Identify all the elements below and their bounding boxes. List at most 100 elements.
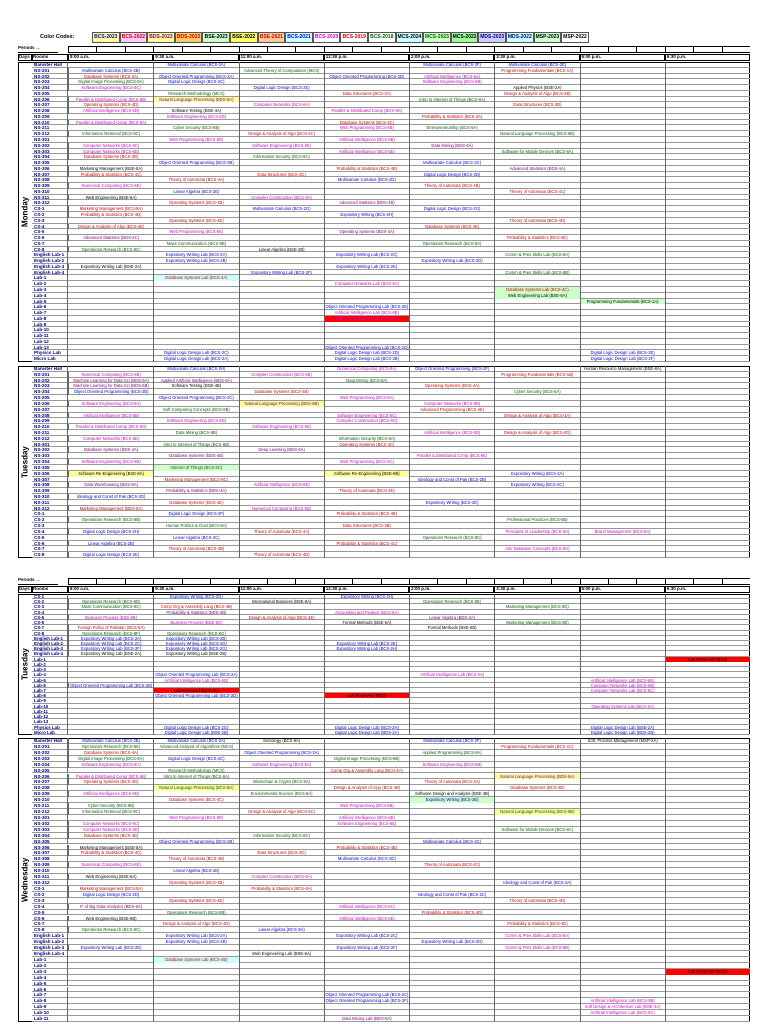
period-tick: [210, 578, 238, 585]
class-cell: Operations Research (BCS-8D): [68, 599, 153, 605]
room-row: [32, 641, 750, 647]
class-cell: Object Oriented Programming Lab (BCS-2E): [323, 304, 409, 311]
period-tick: [153, 578, 181, 585]
class-cell: Computer Networks (BCS-6B): [409, 400, 494, 407]
class-cell: Compiler Construction (BCS-6C): [323, 418, 409, 425]
room-row: [32, 904, 750, 910]
room-row: [32, 880, 750, 886]
room-name: Lab-3: [32, 968, 68, 975]
class-cell: Operations Research (BCS-8C): [409, 534, 494, 541]
class-cell: Database Systems (BCS-4C): [323, 119, 409, 126]
slot-divider: [664, 594, 666, 735]
class-cell: Theory of Automata (BCS-4C): [409, 862, 494, 869]
class-cell: Linear Algebra (BCS-2E): [153, 188, 238, 195]
class-cell: Object Oriented Programming (BCS-2F): [409, 366, 494, 372]
class-cell: Data Structures (BCS-3C): [238, 850, 324, 857]
class-cell: Software Testing (BSE-4B): [153, 383, 238, 390]
room-name: Lab-5: [32, 980, 68, 987]
room-name: NS-206: [32, 773, 68, 780]
room-name: English Lab-3: [32, 945, 68, 951]
class-cell: Artificial Intelligence (BCS-6C): [323, 903, 409, 910]
class-cell: P. of Big Data Analytics (BDS-6A): [68, 903, 153, 910]
room-name: CS-4: [32, 223, 68, 230]
period-tick: [693, 46, 721, 53]
slot-divider: [409, 594, 410, 735]
class-cell: Expository Writing (BCS-2B): [409, 797, 495, 804]
periods-label: Periods →: [18, 46, 58, 53]
class-cell: Object Oriented Programming Lab (BCS-2A): [153, 672, 238, 678]
class-cell: Digital Logic Design Lab (BDS-2A): [323, 729, 409, 735]
class-cell: Operations Research (BCS-8C): [68, 927, 153, 934]
room-name: NS-203: [32, 79, 68, 86]
class-cell: Natural Language Processing (BDS-6B): [238, 400, 324, 407]
class-cell: Theory of Automata (BCS-4D): [238, 552, 324, 558]
class-cell: Theory of Automata (BCS-4B): [153, 546, 238, 553]
room-name: Lab-3: [32, 667, 68, 673]
period-tick: [409, 46, 437, 53]
class-cell: Natural Language Processing (BCS-8B): [494, 131, 579, 137]
room-name: CS-8: [32, 927, 68, 934]
room-name: Micro Lab: [32, 729, 68, 735]
class-cell: Parallel & Distributed Comp (BCS-6A): [68, 119, 153, 126]
class-cell: Data Structures (BCS-3A): [323, 90, 409, 97]
period-tick: [153, 46, 181, 53]
room-name: NS-205: [32, 90, 68, 97]
room-name: CS-5: [32, 909, 68, 916]
class-cell: Information Security (BCS-8C): [238, 154, 324, 161]
room-row: [32, 791, 750, 798]
room-row: [32, 625, 750, 631]
room-name: CS-6: [32, 620, 68, 626]
class-cell: Expository Writing Lab (BCS-2E): [323, 263, 409, 270]
room-row: [32, 827, 750, 833]
room-name: Lab-6: [32, 682, 68, 688]
room-name: Physics Lab: [32, 350, 68, 357]
class-cell: Advanced Programming (BCS-4E): [409, 406, 494, 413]
class-cell: Comm & Pres Skills Lab (BCS-8A): [494, 933, 579, 940]
room-name: NS-307: [32, 171, 68, 178]
class-cell: Digital Logic Design Lab (BCS-2H): [323, 724, 409, 730]
class-cell: Software Design and Analysis (BSE-4B): [409, 791, 494, 798]
class-cell: Database Systems Lab (BCS-4A): [153, 275, 239, 282]
class-cell: Web Programming (BCS-6D): [153, 814, 238, 821]
room-name: NS-311: [32, 874, 68, 880]
class-cell: Multivariate Calculus (BCS-2G): [238, 206, 324, 212]
class-cell: Data Structures (BCS-3C): [238, 171, 324, 178]
class-cell: Artificial Intelligence Lab (BCS-6C): [323, 315, 409, 322]
room-name: CS-1: [32, 206, 68, 212]
room-row: [32, 998, 750, 1005]
class-cell: Mass Communication (BCS-8C): [68, 604, 153, 610]
class-cell: Database Systems (BCS-4B): [238, 389, 324, 396]
class-cell: Operating Systems (BDS-4A): [323, 229, 409, 236]
class-cell: Marketing Management (BCS-8A): [68, 885, 153, 892]
slot-divider: [238, 366, 239, 558]
color-code: BCS-2023: [92, 32, 120, 43]
room-row: [32, 383, 750, 390]
class-cell: Database Systems (BCS-4C): [153, 797, 238, 804]
room-row: [32, 939, 750, 946]
room-name: Banister Hall: [32, 62, 68, 68]
class-cell: Multivariate Calculus (BCS-2B): [68, 738, 153, 744]
room-name: CS-4: [32, 609, 68, 615]
room-name: CS-3: [32, 217, 68, 224]
class-cell: Programming Fundamentals (BCS-1C): [494, 743, 579, 750]
room-name: Physics Lab: [32, 724, 68, 730]
class-cell: Intro to Internet of Things (BCS-8B): [153, 441, 238, 448]
class-cell: International Business (BSE-8A): [238, 599, 324, 605]
room-name: Lab-12: [32, 338, 68, 345]
room-name: NS-211: [32, 803, 68, 809]
period-tick: [494, 578, 522, 585]
class-cell: Expository Writing Lab (BCS-2E): [323, 641, 409, 647]
class-cell: Software Engineering (BCS-6C): [68, 85, 153, 91]
room-name: CS-4: [32, 903, 68, 910]
room-name: English Lab-4: [32, 269, 68, 276]
room-row: [32, 500, 750, 506]
class-cell: Software for Mobile Devices (BCS-8A): [494, 148, 579, 155]
class-cell: Cyber Security (BCS-8B): [153, 125, 238, 132]
room-row: [32, 166, 750, 172]
rooms-header: Rooms: [32, 54, 68, 61]
room-name: NS-201: [32, 67, 68, 74]
class-cell: Human Politics & Govt (BCS-8A): [153, 523, 238, 529]
class-cell: Comp Org & Assembly Lang (BCS-4B): [153, 604, 238, 610]
class-cell: Design & Analysis of Algo (BCS-4E): [238, 614, 324, 621]
period-label: 6:30 p.m.: [664, 54, 750, 61]
